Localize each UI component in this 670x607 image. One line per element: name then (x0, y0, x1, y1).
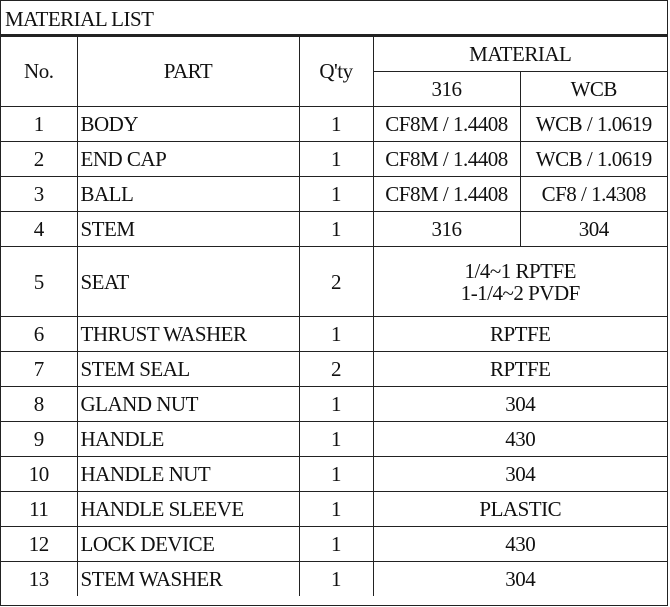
part-name: END CAP (76, 141, 300, 177)
part-name: STEM (76, 211, 300, 247)
material-wcb: WCB / 1.0619 (519, 106, 668, 142)
part-name: HANDLE (76, 421, 300, 457)
row-number: 6 (1, 316, 78, 352)
row-number: 3 (1, 176, 78, 212)
material-wcb: 304 (519, 211, 668, 247)
header-316: 316 (373, 71, 521, 107)
quantity: 1 (298, 176, 374, 212)
row-number: 4 (1, 211, 78, 247)
material-316: CF8M / 1.4408 (372, 106, 521, 142)
table-row: 9 HANDLE 1 430 (1, 421, 668, 457)
row-number: 12 (1, 526, 78, 562)
quantity: 1 (298, 526, 374, 562)
row-number: 5 (1, 246, 78, 317)
part-name: HANDLE SLEEVE (76, 491, 300, 527)
material-cell: 304 (372, 386, 668, 422)
material-cell: 430 (372, 526, 668, 562)
material-316: 316 (372, 211, 521, 247)
part-name: STEM WASHER (76, 561, 300, 596)
row-number: 9 (1, 421, 78, 457)
table-row: 11 HANDLE SLEEVE 1 PLASTIC (1, 491, 668, 527)
material-cell: 304 (372, 456, 668, 492)
quantity: 1 (298, 316, 374, 352)
quantity: 1 (298, 386, 374, 422)
table-row: 6 THRUST WASHER 1 RPTFE (1, 316, 668, 352)
row-number: 1 (1, 106, 78, 142)
part-name: THRUST WASHER (76, 316, 300, 352)
table-row: 10 HANDLE NUT 1 304 (1, 456, 668, 492)
table-row: 4 STEM 1 316 304 (1, 211, 668, 247)
table-row: 8 GLAND NUT 1 304 (1, 386, 668, 422)
header-no: No. (1, 36, 78, 107)
row-number: 10 (1, 456, 78, 492)
material-cell: 430 (372, 421, 668, 457)
quantity: 1 (298, 491, 374, 527)
material-cell: 1/4~1 RPTFE 1-1/4~2 PVDF (372, 246, 668, 317)
part-name: BODY (76, 106, 300, 142)
header-row: No. PART Q'ty MATERIAL (1, 36, 668, 107)
part-name: STEM SEAL (76, 351, 300, 387)
table-row: 2 END CAP 1 CF8M / 1.4408 WCB / 1.0619 (1, 141, 668, 177)
table-row: 1 BODY 1 CF8M / 1.4408 WCB / 1.0619 (1, 106, 668, 142)
material-cell: 304 (372, 561, 668, 596)
material-316: CF8M / 1.4408 (372, 176, 521, 212)
material-wcb: CF8 / 1.4308 (519, 176, 668, 212)
table-row: 13 STEM WASHER 1 304 (1, 561, 668, 596)
quantity: 1 (298, 421, 374, 457)
material-line: 1-1/4~2 PVDF (460, 280, 581, 305)
quantity: 2 (298, 246, 374, 317)
part-name: GLAND NUT (76, 386, 300, 422)
material-cell: PLASTIC (372, 491, 668, 527)
row-number: 7 (1, 351, 78, 387)
header-material: MATERIAL (372, 36, 668, 72)
row-number: 11 (1, 491, 78, 527)
material-line: 1/4~1 RPTFE (464, 258, 577, 283)
header-subrow: 316 WCB (1, 71, 668, 107)
header-part: PART (76, 36, 300, 107)
quantity: 1 (298, 211, 374, 247)
quantity: 1 (298, 456, 374, 492)
part-name: SEAT (76, 246, 300, 317)
material-table: No. PART Q'ty MATERIAL 316 WCB 1 BODY 1 CF8… (1, 36, 668, 596)
part-name: HANDLE NUT (76, 456, 300, 492)
table-title: MATERIAL LIST (1, 1, 667, 36)
table-row: 3 BALL 1 CF8M / 1.4408 CF8 / 1.4308 (1, 176, 668, 212)
header-wcb: WCB (519, 71, 668, 107)
quantity: 1 (298, 106, 374, 142)
table-row: 12 LOCK DEVICE 1 430 (1, 526, 668, 562)
material-wcb: WCB / 1.0619 (519, 141, 668, 177)
material-316: CF8M / 1.4408 (372, 141, 521, 177)
material-cell: RPTFE (372, 351, 668, 387)
quantity: 1 (298, 141, 374, 177)
part-name: LOCK DEVICE (76, 526, 300, 562)
header-qty: Q'ty (298, 36, 374, 107)
table-row: 5 SEAT 2 1/4~1 RPTFE 1-1/4~2 PVDF (1, 246, 668, 317)
row-number: 2 (1, 141, 78, 177)
material-cell: RPTFE (372, 316, 668, 352)
row-number: 8 (1, 386, 78, 422)
table-row: 7 STEM SEAL 2 RPTFE (1, 351, 668, 387)
part-name: BALL (76, 176, 300, 212)
row-number: 13 (1, 561, 78, 596)
quantity: 1 (298, 561, 374, 596)
quantity: 2 (298, 351, 374, 387)
